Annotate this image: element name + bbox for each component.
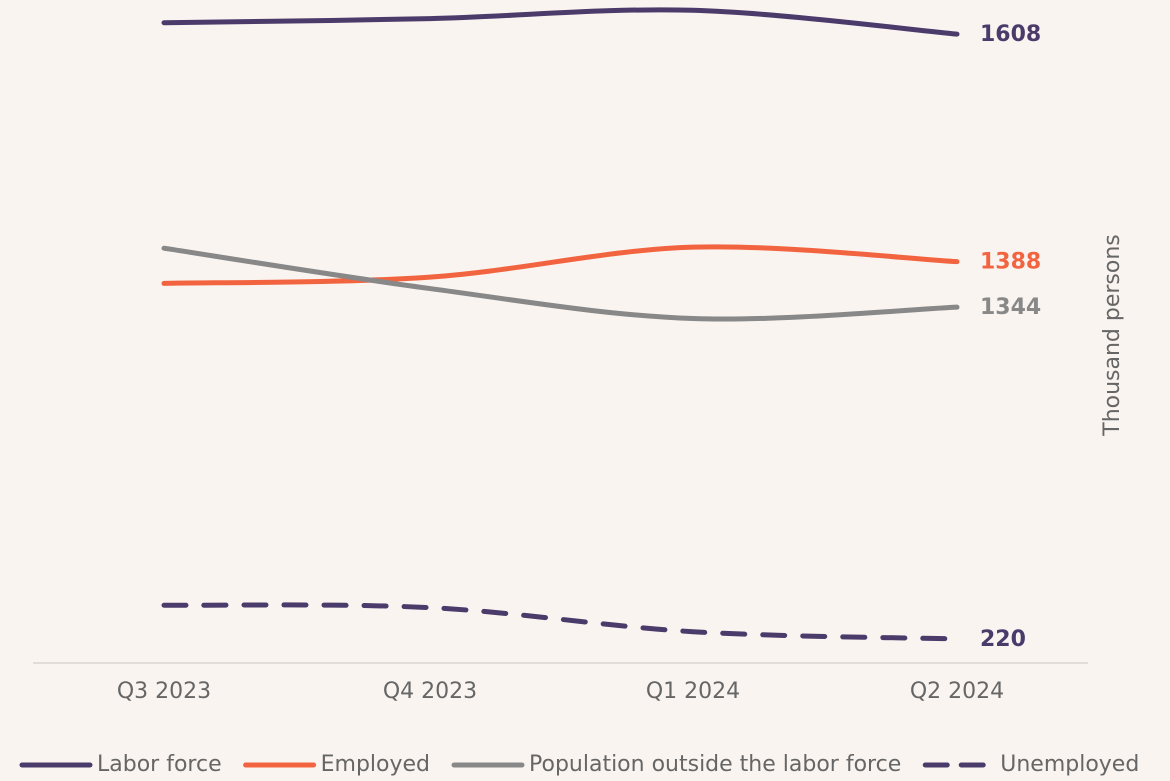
x-tick-label: Q4 2023 [383, 679, 477, 704]
series-line [161, 245, 960, 322]
end-label: 220 [980, 627, 1026, 652]
y-axis-label: Thousand persons [1100, 234, 1125, 437]
series-line [161, 7, 960, 37]
end-label: 1608 [980, 22, 1041, 47]
series-line [161, 244, 960, 286]
x-tick-label: Q1 2024 [646, 679, 740, 704]
x-tick-label: Q2 2024 [910, 679, 1004, 704]
legend-label: Employed [321, 752, 430, 777]
legend-label: Labor force [97, 752, 222, 777]
x-tick-label: Q3 2023 [117, 679, 211, 704]
legend-label: Population outside the labor force [529, 752, 901, 777]
end-label: 1388 [980, 250, 1041, 275]
legend-label: Unemployed [1000, 752, 1139, 777]
series-line [161, 602, 960, 642]
end-label: 1344 [980, 295, 1041, 320]
